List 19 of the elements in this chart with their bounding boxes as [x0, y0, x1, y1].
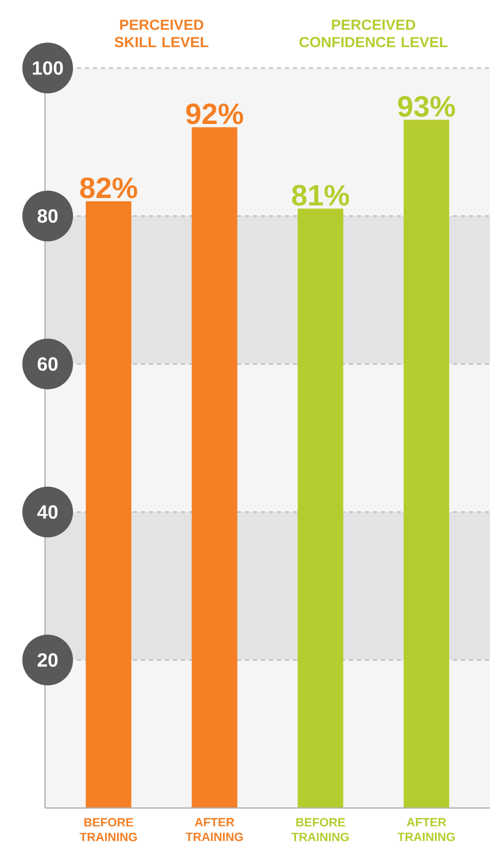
data-label: 81% [292, 184, 350, 206]
x-tick-label: AFTER TRAINING [398, 818, 455, 842]
data-label: 93% [398, 96, 455, 117]
x-tick-label: BEFORE TRAINING [292, 818, 349, 842]
bar [404, 120, 450, 808]
y-tick-label: 40 [37, 505, 58, 519]
y-tick-label: 20 [38, 653, 58, 667]
y-tick-label: 100 [32, 61, 63, 75]
x-tick-label: AFTER TRAINING [186, 818, 243, 842]
text: PERCEIVED SKILL LEVEL [114, 20, 208, 48]
y-tick-label: 80 [38, 209, 58, 223]
data-label: 82% [80, 177, 138, 198]
text: PERCEIVED CONFIDENCE LEVEL [299, 20, 448, 48]
y-tick-label: 60 [38, 357, 58, 371]
bar [86, 201, 132, 808]
bar [298, 208, 344, 808]
data-label: 92% [186, 103, 244, 124]
bar [192, 127, 238, 808]
x-tick-label: BEFORE TRAINING [80, 818, 137, 842]
